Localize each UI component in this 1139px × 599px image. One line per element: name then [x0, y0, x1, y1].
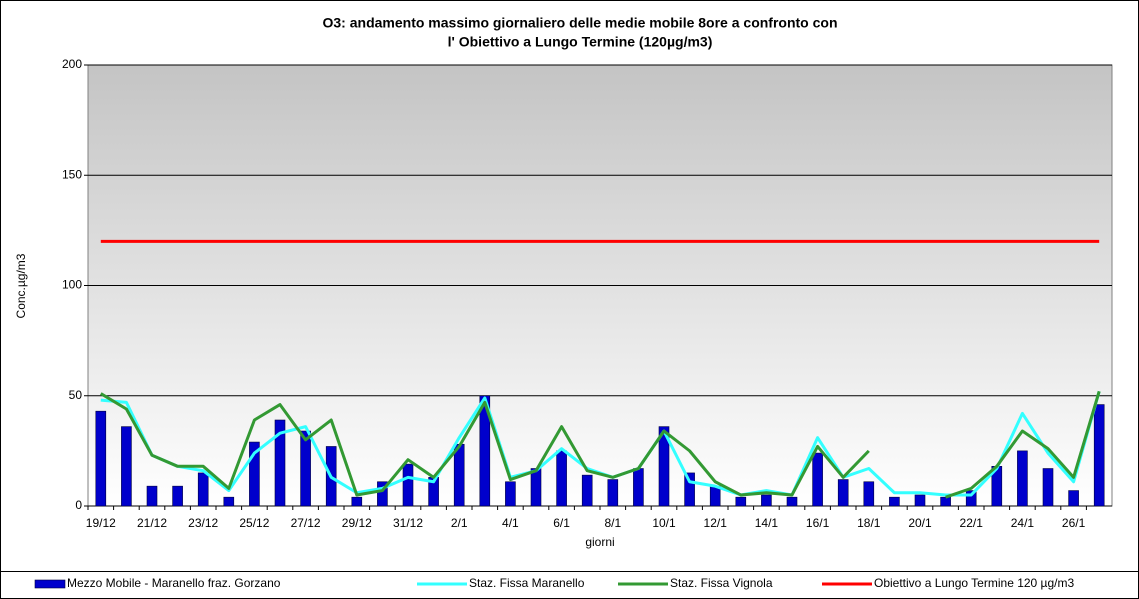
bar: [786, 496, 798, 507]
bar: [121, 426, 132, 507]
bar: [889, 496, 900, 507]
bar: [658, 426, 670, 507]
bar: [684, 472, 695, 507]
bar: [863, 481, 875, 507]
bar: [146, 485, 158, 507]
bar: [1093, 404, 1105, 507]
bar: [95, 410, 107, 507]
legend-swatch: [34, 579, 66, 589]
y-axis-label: Conc.µg/m3: [14, 253, 28, 318]
x-tick-label: 20/1: [908, 516, 932, 530]
bar: [607, 479, 619, 507]
bar: [914, 494, 926, 507]
x-tick-label: 2/1: [451, 516, 468, 530]
bar: [633, 468, 644, 507]
x-tick-label: 23/12: [188, 516, 218, 530]
x-axis-label: giorni: [585, 535, 614, 549]
y-tick-label: 0: [75, 498, 82, 512]
legend-label: Obiettivo a Lungo Termine 120 µg/m3: [874, 576, 1074, 590]
chart-title: l' Obiettivo a Lungo Termine (120µg/m3): [448, 34, 713, 50]
x-tick-label: 21/12: [137, 516, 167, 530]
x-tick-label: 10/1: [652, 516, 676, 530]
bar: [965, 490, 977, 507]
bar: [351, 496, 363, 507]
x-tick-label: 18/1: [857, 516, 881, 530]
x-tick-label: 27/12: [291, 516, 321, 530]
bar: [837, 479, 849, 507]
bar: [530, 468, 542, 507]
y-tick-label: 150: [62, 167, 82, 181]
legend-label: Mezzo Mobile - Maranello fraz. Gorzano: [67, 576, 281, 590]
x-tick-label: 12/1: [704, 516, 728, 530]
y-tick-label: 50: [69, 388, 83, 402]
x-tick-label: 16/1: [806, 516, 830, 530]
bar: [812, 452, 823, 507]
bar: [709, 485, 721, 507]
bar: [197, 472, 209, 507]
bar: [505, 481, 516, 507]
bar: [453, 443, 465, 507]
x-tick-label: 4/1: [502, 516, 519, 530]
x-tick-label: 25/12: [239, 516, 269, 530]
bar: [1068, 490, 1079, 507]
bar: [402, 463, 414, 507]
x-tick-label: 26/1: [1062, 516, 1086, 530]
x-tick-label: 31/12: [393, 516, 423, 530]
x-tick-label: 6/1: [553, 516, 570, 530]
bar: [377, 481, 388, 507]
legend-label: Staz. Fissa Maranello: [469, 576, 585, 590]
bar: [172, 485, 183, 507]
chart-title: O3: andamento massimo giornaliero delle …: [323, 15, 838, 31]
x-tick-label: 29/12: [342, 516, 372, 530]
bar: [556, 450, 567, 507]
bar: [940, 496, 951, 507]
bar: [761, 494, 772, 507]
bar: [223, 496, 235, 507]
y-tick-label: 100: [62, 278, 82, 292]
bar: [1042, 468, 1054, 507]
x-tick-label: 24/1: [1011, 516, 1035, 530]
x-tick-label: 14/1: [755, 516, 779, 530]
legend-label: Staz. Fissa Vignola: [670, 576, 773, 590]
y-tick-label: 200: [62, 57, 82, 71]
bar: [1017, 450, 1028, 507]
bar: [249, 441, 260, 507]
bar: [735, 496, 747, 507]
x-tick-label: 22/1: [960, 516, 984, 530]
line-series: [100, 390, 1101, 499]
bar: [300, 430, 311, 507]
bar: [581, 474, 593, 507]
x-tick-label: 8/1: [604, 516, 621, 530]
bar: [479, 395, 491, 507]
bar: [274, 419, 286, 507]
x-tick-label: 19/12: [86, 516, 116, 530]
